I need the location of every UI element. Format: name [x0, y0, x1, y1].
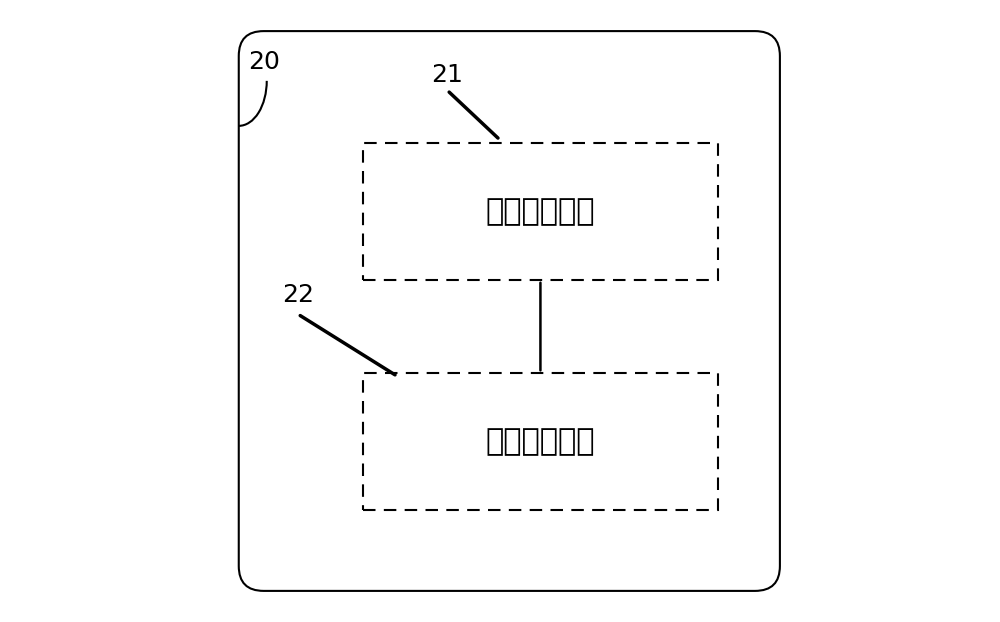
- Text: 22: 22: [282, 284, 314, 307]
- Text: 故障定位模块: 故障定位模块: [486, 427, 595, 456]
- Text: 模型确定模块: 模型确定模块: [486, 197, 595, 226]
- Text: 21: 21: [431, 63, 463, 86]
- Text: 20: 20: [248, 50, 280, 74]
